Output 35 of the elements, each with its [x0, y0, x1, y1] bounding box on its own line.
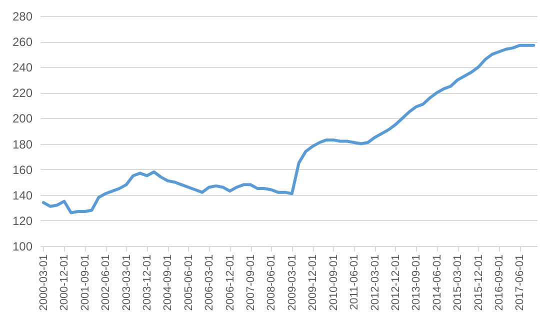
y-tick-label: 260: [12, 35, 33, 50]
x-tick-label: 2004-09-01: [162, 254, 174, 311]
y-tick-label: 120: [12, 214, 33, 228]
y-tick-label: 220: [12, 86, 33, 100]
x-tick-label: 2013-09-01: [410, 254, 423, 311]
x-tick-label: 2014-06-01: [431, 254, 444, 311]
y-tick-label: 280: [12, 10, 33, 24]
x-tick-label: 2006-03-01: [204, 254, 216, 311]
y-tick-label: 160: [12, 162, 33, 177]
x-tick-label: 2001-09-01: [79, 254, 92, 311]
x-tick-label: 2011-06-01: [348, 254, 361, 310]
line-series: [42, 44, 536, 214]
y-tick-label: 180: [12, 137, 33, 152]
x-tick-label: 2010-09-01: [328, 254, 340, 311]
x-tick-label: 2015-03-01: [452, 254, 464, 311]
x-tick-label: 2009-03-01: [286, 254, 298, 311]
x-tick-label: 2007-09-01: [245, 254, 258, 311]
x-tick-label: 2015-12-01: [472, 254, 485, 311]
x-tick-label: 2000-03-01: [38, 254, 50, 311]
x-tick-label: 2000-12-01: [58, 254, 71, 311]
x-tick-label: 2003-03-01: [120, 254, 133, 311]
x-tick-label: 2017-06-01: [514, 254, 526, 311]
x-tick-label: 2002-06-01: [100, 254, 112, 311]
x-tick-label: 2012-03-01: [369, 254, 382, 311]
x-tick-label: 2005-06-01: [182, 254, 195, 311]
x-tick-label: 2009-12-01: [307, 254, 320, 311]
y-tick-label: 100: [12, 240, 33, 254]
y-tick-label: 240: [12, 60, 33, 75]
y-tick-label: 200: [12, 112, 33, 126]
x-tick-label: 2012-12-01: [390, 254, 402, 311]
x-tick-label: 2008-06-01: [266, 254, 278, 311]
y-tick-label: 140: [12, 188, 33, 202]
x-tick-label: 2016-09-01: [494, 254, 506, 311]
x-tick-label: 2006-12-01: [224, 254, 236, 311]
x-tick-label: 2003-12-01: [141, 254, 154, 311]
